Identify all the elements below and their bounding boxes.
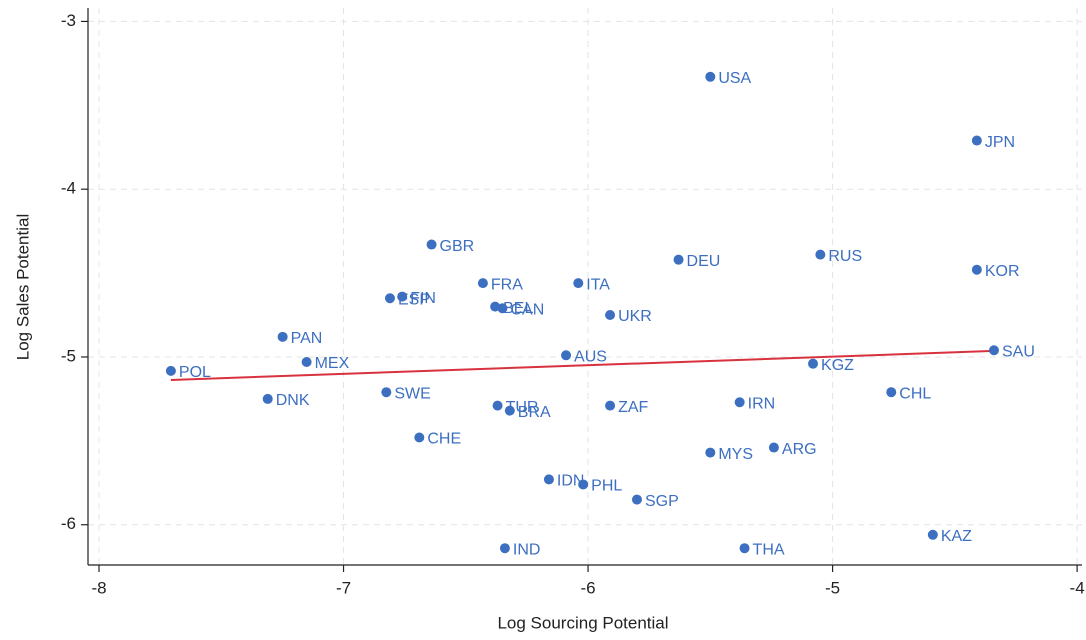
point [705, 447, 716, 458]
point-label: CAN [510, 302, 544, 319]
y-tick-label: -3 [61, 11, 76, 30]
point-label: BEL [503, 300, 533, 317]
point [381, 387, 392, 398]
point-label: PAN [291, 330, 323, 347]
x-tick-label: -7 [336, 578, 351, 597]
x-tick-label: -8 [91, 578, 106, 597]
point-label: CHE [427, 431, 461, 448]
point [262, 393, 273, 404]
point-label: RUS [828, 248, 862, 265]
point [414, 432, 425, 443]
point-label: CHL [899, 385, 931, 402]
point-label: THA [753, 541, 785, 558]
point-label: ZAF [618, 399, 648, 416]
point-label: FRA [491, 276, 523, 293]
point-label: KAZ [941, 528, 972, 545]
point-label: GBR [440, 238, 475, 255]
point [165, 365, 176, 376]
point-label: JPN [985, 134, 1015, 151]
x-tick-label: -5 [825, 578, 840, 597]
point [631, 494, 642, 505]
point-label: KGZ [821, 357, 854, 374]
point [815, 249, 826, 260]
point [497, 303, 508, 314]
point-label: IND [513, 541, 541, 558]
point [477, 278, 488, 289]
y-tick-label: -6 [61, 514, 76, 533]
point-label: SAU [1002, 343, 1035, 360]
point [492, 400, 503, 411]
point-label: MYS [718, 446, 753, 463]
x-tick-label: -6 [580, 578, 595, 597]
point-label: UKR [618, 308, 652, 325]
point [426, 239, 437, 250]
y-axis-label: Log Sales Potential [13, 214, 32, 361]
y-tick-label: -5 [61, 346, 76, 365]
point [605, 400, 616, 411]
point-label: ITA [586, 276, 610, 293]
point [573, 278, 584, 289]
point [543, 474, 554, 485]
point [886, 387, 897, 398]
point [504, 405, 515, 416]
point-label: BRA [518, 404, 551, 421]
point [739, 543, 750, 554]
point-label: IDN [557, 473, 585, 490]
point [561, 350, 572, 361]
point [578, 479, 589, 490]
point [734, 397, 745, 408]
point [277, 331, 288, 342]
point-label: POL [179, 364, 211, 381]
point-label: MEX [315, 355, 350, 372]
point-label: KOR [985, 263, 1020, 280]
point [971, 264, 982, 275]
fit-line [170, 349, 995, 381]
point [768, 442, 779, 453]
point [808, 358, 819, 369]
point-label: DNK [276, 392, 310, 409]
point [301, 356, 312, 367]
x-tick-label: -4 [1070, 578, 1085, 597]
point [705, 71, 716, 82]
point [971, 135, 982, 146]
point [605, 310, 616, 321]
point [499, 543, 510, 554]
point-label: SWE [394, 385, 430, 402]
x-axis-label: Log Sourcing Potential [497, 613, 668, 632]
point [927, 529, 938, 540]
point [673, 254, 684, 265]
point-label: IRN [748, 395, 776, 412]
point-label: ARG [782, 441, 817, 458]
y-tick-label: -4 [61, 179, 76, 198]
point-label: DEU [687, 253, 721, 270]
point-label: PHL [591, 478, 622, 495]
point-label: FIN [410, 290, 436, 307]
point-label: SGP [645, 493, 679, 510]
point [397, 291, 408, 302]
point-label: AUS [574, 349, 607, 366]
point [384, 293, 395, 304]
point [988, 345, 999, 356]
point-label: USA [718, 70, 751, 87]
